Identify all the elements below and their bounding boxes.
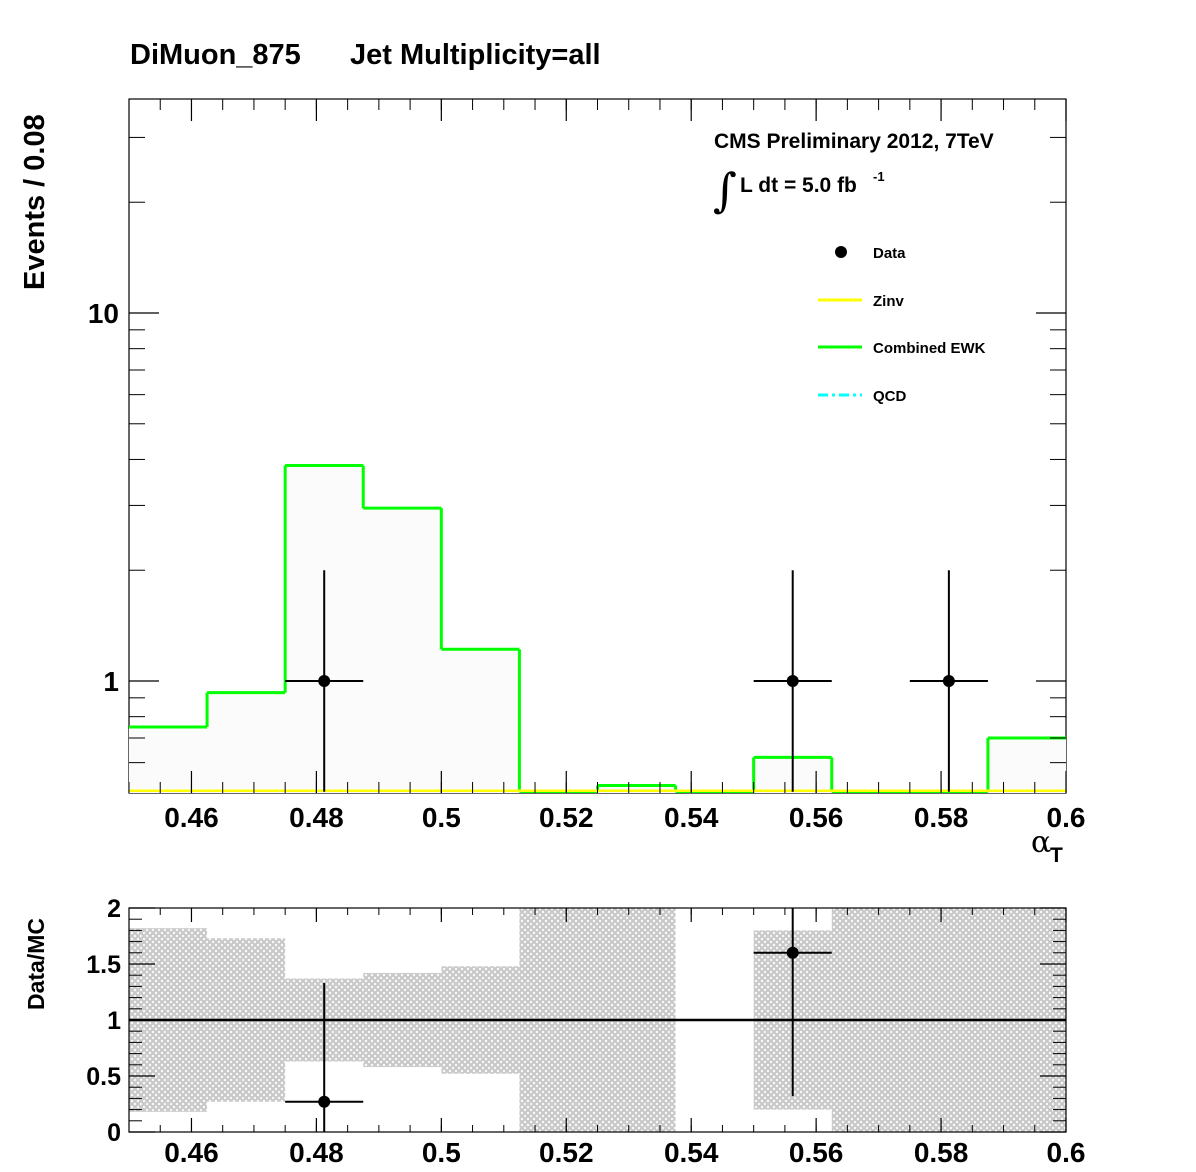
ratio-y-tick-label: 2 [107,895,121,923]
y-tick-label: 1 [103,666,119,697]
legend-label-zinv: Zinv [873,293,904,310]
y-tick-label: 10 [88,298,119,329]
x-axis-label-alpha: α [1031,825,1051,860]
ratio-x-tick-label: 0.58 [914,1137,969,1168]
legend-entry-zinv: Zinv [818,293,904,310]
data-point [786,675,799,687]
legend-label-data: Data [873,245,906,262]
x-axis-label-subscript: T [1050,844,1063,867]
ratio-x-tick-label: 0.52 [539,1137,594,1168]
x-tick-label: 0.52 [539,802,594,833]
legend-entry-ewk: Combined EWK [818,340,986,357]
ratio-x-tick-label: 0.48 [289,1137,344,1168]
chart-title-dataset: DiMuon_875 [130,39,301,71]
ratio-y-tick-label: 1 [107,1007,121,1035]
ratio-x-tick-label: 0.5 [422,1137,461,1168]
x-tick-label: 0.5 [422,802,461,833]
legend-label-qcd: QCD [873,388,907,405]
integral-symbol: ∫ [713,163,737,217]
cms-label-line1: CMS Preliminary 2012, 7TeV [714,130,994,153]
x-tick-label: 0.46 [164,802,219,833]
ratio-y-tick-label: 0.5 [86,1063,121,1091]
ewk-histogram-fill [129,465,1066,793]
x-tick-label: 0.56 [789,802,844,833]
y-axis-label: Events / 0.08 [19,114,51,290]
main-plot-frame [128,98,1067,794]
legend-entry-data: Data [835,245,906,262]
legend-label-ewk: Combined EWK [873,340,986,357]
x-tick-label: 0.48 [289,802,344,833]
x-tick-label: 0.6 [1047,802,1086,833]
legend-data-marker [835,246,847,258]
ratio-x-tick-label: 0.6 [1047,1137,1086,1168]
cms-label-lumi-exponent: -1 [873,169,885,184]
x-tick-label: 0.54 [664,802,719,833]
ratio-y-tick-label: 0 [107,1119,121,1147]
ratio-x-tick-label: 0.54 [664,1137,719,1168]
ratio-point [786,946,799,959]
x-tick-label: 0.58 [914,802,969,833]
chart-title-selection: Jet Multiplicity=all [350,39,601,71]
ratio-plot-panel: 0.46 0.48 0.5 0.52 0.54 0.56 0.58 0.6 0 0.5 1 1.5 2 [86,895,1085,1168]
cms-label-lumi: L dt = 5.0 fb [740,174,857,197]
ratio-point [318,1095,331,1108]
ratio-y-tick-label: 1.5 [86,951,121,979]
legend: Data Zinv Combined EWK QCD [818,245,986,405]
legend-entry-qcd: QCD [818,388,907,405]
main-plot-panel: 0.46 0.48 0.5 0.52 0.54 0.56 0.58 0.6 1 10 [88,98,1086,833]
ratio-y-axis-label: Data/MC [23,918,49,1010]
data-point [942,675,955,687]
ratio-x-tick-label: 0.56 [789,1137,844,1168]
cms-label: CMS Preliminary 2012, 7TeV ∫ L dt = 5.0 … [713,130,994,217]
ratio-x-tick-label: 0.46 [164,1137,219,1168]
data-point [318,675,331,687]
